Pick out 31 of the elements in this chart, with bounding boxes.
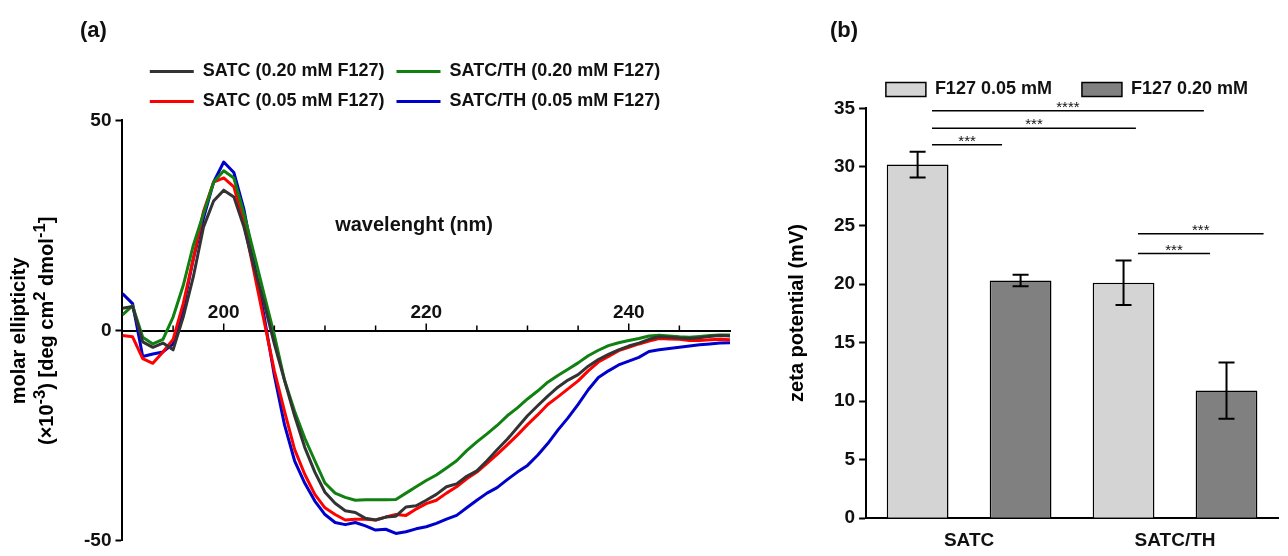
y-axis-title: zeta potential (mV) xyxy=(783,224,808,403)
x-tick-label: SATC/TH xyxy=(1134,528,1216,550)
y-tick-label: 35 xyxy=(833,96,856,118)
x-tick-label: 220 xyxy=(410,301,443,323)
annotation: **** xyxy=(1056,97,1080,115)
annotation: *** xyxy=(1192,220,1210,238)
chart-title: (b) xyxy=(830,17,859,43)
legend-label: SATC (0.20 mM F127) xyxy=(202,60,385,81)
y-tick-label: 25 xyxy=(833,213,856,235)
x-tick-label: SATC xyxy=(943,528,995,550)
y-tick-label: 10 xyxy=(833,389,856,411)
x-axis-title: wavelenght (nm) xyxy=(334,212,493,235)
annotation: *** xyxy=(958,131,976,149)
legend-label: SATC (0.05 mM F127) xyxy=(202,90,385,111)
y-tick-label: 0 xyxy=(844,506,856,528)
x-tick-label: 240 xyxy=(612,301,645,323)
y-tick-label: 20 xyxy=(833,272,856,294)
y-tick-label: 5 xyxy=(844,447,856,469)
chart-title: (a) xyxy=(80,17,107,43)
annotation: *** xyxy=(1025,115,1043,133)
y-tick-label: -50 xyxy=(83,528,112,550)
annotation: *** xyxy=(1165,240,1183,258)
y-tick-label: 15 xyxy=(833,330,856,352)
legend-label: F127 0.05 mM xyxy=(934,78,1052,99)
y-tick-label: 50 xyxy=(90,108,112,130)
legend-label: F127 0.20 mM xyxy=(1130,78,1248,99)
y-tick-label: 0 xyxy=(100,318,112,340)
x-tick-label: 200 xyxy=(207,301,240,323)
legend-label: SATC/TH (0.05 mM F127) xyxy=(449,90,661,111)
legend-label: SATC/TH (0.20 mM F127) xyxy=(449,60,661,81)
y-tick-label: 30 xyxy=(833,155,856,177)
